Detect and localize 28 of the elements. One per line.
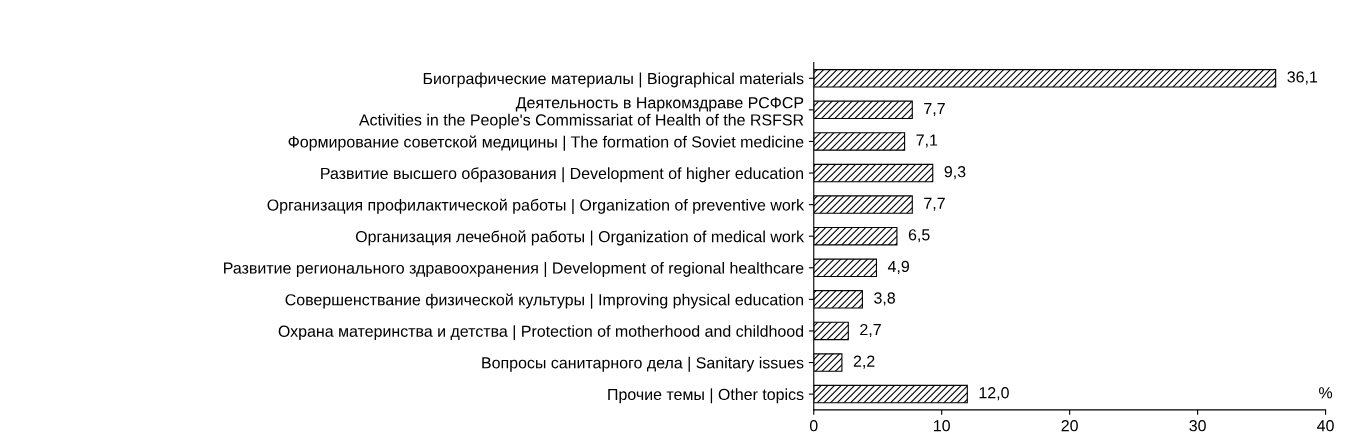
y-tick-label: Прочие темы | Other topics <box>608 388 804 404</box>
y-tick-label: Организация профилактической работы | Organization of preventive work <box>267 198 805 214</box>
data-label: 6,5 <box>908 229 930 243</box>
x-tick-label: 30 <box>1189 420 1206 432</box>
y-tick-label: Совершенствание физической культуры | Improving physical education <box>285 293 804 309</box>
data-label: 12,0 <box>979 387 1009 401</box>
y-tick-label: Формирование советской медицины | The formation of Soviet medicine <box>288 135 804 151</box>
y-tick-label: Охрана материнства и детства | Protection of motherhood and childhood <box>278 325 804 341</box>
data-label: 7,1 <box>916 134 938 148</box>
data-label: 2,7 <box>860 323 881 338</box>
x-axis-title: % <box>1319 387 1333 399</box>
data-label: 4,9 <box>887 260 910 274</box>
x-tick-label: 20 <box>1061 420 1078 432</box>
x-tick-label: 40 <box>1317 420 1334 432</box>
y-tick-label: Деятельность в Наркомздраве РСФСР Activities in the People's Commissariat of Health of the RSFSR <box>358 97 804 129</box>
data-label: 36,1 <box>1287 71 1318 85</box>
y-tick-label: Развитие высшего образования | Development of higher education <box>321 167 804 183</box>
data-label: 3,8 <box>874 292 895 306</box>
data-label: 9,3 <box>944 166 966 180</box>
y-tick-label: Биографические материалы | Biographical materials <box>423 72 804 88</box>
x-tick-label: 10 <box>934 420 950 432</box>
data-label: 7,7 <box>924 197 945 211</box>
x-tick-label: 0 <box>809 420 818 432</box>
data-label: 2,2 <box>853 355 875 369</box>
y-tick-label: Организация лечебной работы | Organization of medical work <box>355 230 805 246</box>
y-tick-label: Вопросы санитарного дела | Sanitary issues <box>482 356 804 372</box>
data-label: 7,7 <box>924 103 945 117</box>
y-tick-label: Развитие регионального здравоохранения | Development of regional healthcare <box>224 261 804 277</box>
